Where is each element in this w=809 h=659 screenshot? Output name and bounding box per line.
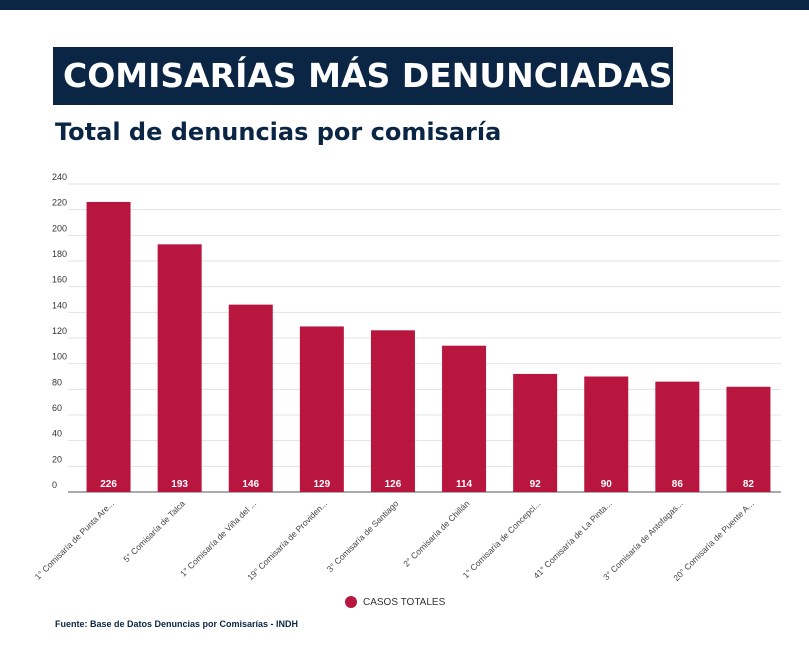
bar-value-label: 226 — [100, 479, 117, 490]
x-category-label: 2° Comisaría de Chillán — [401, 498, 471, 568]
top-bar — [0, 0, 809, 10]
bar — [655, 381, 700, 492]
bar — [228, 304, 273, 492]
bar-value-label: 193 — [171, 479, 188, 490]
bar-value-label: 146 — [242, 479, 259, 490]
bar — [442, 345, 487, 492]
y-tick-label: 80 — [52, 377, 62, 387]
bars: 226 193 146 129 126 114 92 90 86 82 — [86, 201, 771, 492]
x-category-label: 19° Comisaría de Providen... — [245, 498, 329, 582]
bar-chart: 0 20 40 60 80 100 120 140 160 180 200 220 240 226 193… — [33, 172, 781, 583]
x-category-label: 3° Comisaría de Antofagas... — [601, 498, 685, 582]
x-category-label: 41° Comisaría de La Pinta... — [531, 498, 613, 580]
y-tick-label: 200 — [52, 223, 67, 233]
bar-value-label: 114 — [456, 479, 473, 490]
bar — [726, 386, 771, 492]
bar — [157, 244, 202, 492]
y-tick-label: 40 — [52, 429, 62, 439]
y-tick-label: 60 — [52, 403, 62, 413]
x-axis-labels: 1° Comisaría de Punta Are... 5° Comisaría… — [33, 498, 756, 583]
source-note: Fuente: Base de Datos Denuncias por Comi… — [55, 619, 299, 629]
y-tick-label: 240 — [52, 172, 67, 182]
y-axis-ticks: 0 20 40 60 80 100 120 140 160 180 200 220 240 — [52, 172, 67, 490]
y-tick-label: 20 — [52, 454, 62, 464]
legend: CASOS TOTALES — [345, 596, 445, 608]
y-tick-label: 0 — [52, 480, 57, 490]
x-category-label: 1° Comisaría de Concepci... — [461, 498, 543, 580]
y-tick-label: 220 — [52, 198, 67, 208]
y-tick-label: 180 — [52, 249, 67, 259]
page-title: COMISARÍAS MÁS DENUNCIADAS — [53, 47, 673, 105]
bar-value-label: 90 — [601, 479, 613, 490]
bar-value-label: 92 — [530, 479, 542, 490]
y-tick-label: 100 — [52, 352, 67, 362]
bar — [584, 376, 629, 492]
bar-value-label: 82 — [743, 479, 755, 490]
x-category-label: 20° Comisaría de Puente A... — [671, 498, 756, 583]
bar — [299, 326, 344, 492]
legend-label: CASOS TOTALES — [363, 596, 446, 608]
y-tick-label: 120 — [52, 326, 67, 336]
bar — [513, 373, 558, 492]
legend-dot-icon — [345, 596, 357, 608]
bar-value-label: 129 — [314, 479, 331, 490]
bar — [86, 201, 131, 492]
x-category-label: 1° Comisaría de Viña del ... — [178, 498, 258, 578]
bar — [370, 330, 415, 492]
x-category-label: 5° Comisaría de Talca — [121, 498, 187, 564]
chart-subtitle: Total de denuncias por comisaría — [55, 118, 502, 146]
bar-value-label: 86 — [672, 479, 684, 490]
y-tick-label: 140 — [52, 300, 67, 310]
y-tick-label: 160 — [52, 275, 67, 285]
bar-value-label: 126 — [385, 479, 402, 490]
x-category-label: 1° Comisaría de Punta Are... — [33, 498, 116, 581]
x-category-label: 3° Comisaría de Santiago — [325, 498, 401, 574]
